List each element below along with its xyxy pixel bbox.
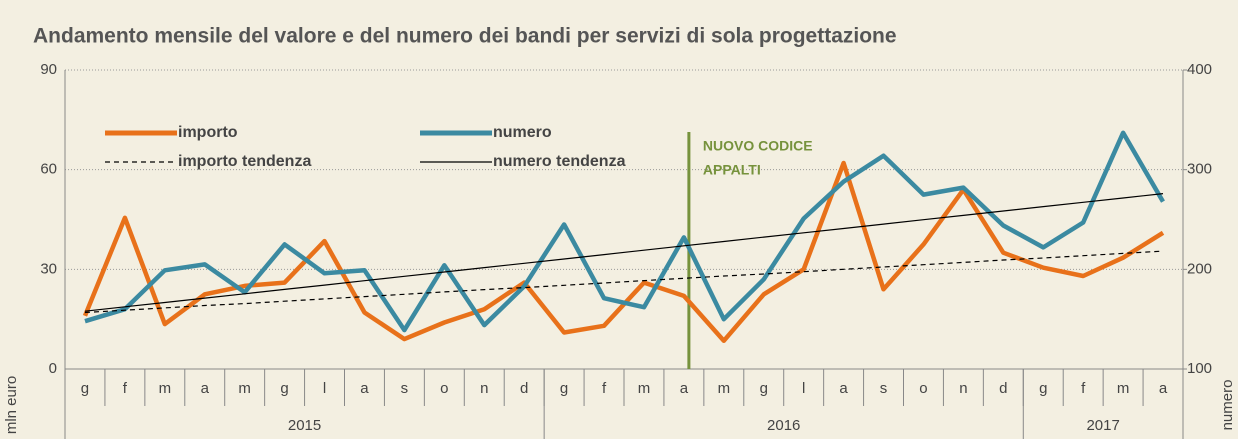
x-tick-label: o: [919, 380, 927, 397]
x-tick-label: m: [1117, 380, 1130, 397]
x-tick-label: m: [238, 380, 251, 397]
x-tick-label: m: [159, 380, 172, 397]
x-tick-label: a: [1159, 380, 1168, 397]
x-tick-label: f: [602, 380, 607, 397]
x-tick-label: a: [360, 380, 369, 397]
x-tick-label: a: [680, 380, 689, 397]
x-tick-label: o: [440, 380, 448, 397]
x-tick-label: l: [323, 380, 326, 397]
legend-label: numero tendenza: [493, 153, 626, 170]
x-tick-label: g: [280, 380, 288, 397]
group-label: 2017: [1086, 417, 1119, 434]
x-tick-label: n: [480, 380, 488, 397]
x-tick-label: f: [123, 380, 128, 397]
legend-label: importo tendenza: [178, 153, 311, 170]
legend-label: importo: [178, 124, 238, 141]
series-line: [84, 193, 1164, 312]
legend-label: numero: [493, 124, 552, 141]
y-axis-label: mln euro: [3, 376, 20, 434]
y-tick-label: 0: [49, 360, 57, 377]
x-tick-label: d: [999, 380, 1007, 397]
x-tick-label: g: [81, 380, 89, 397]
y2-tick-label: 200: [1187, 260, 1212, 277]
group-label: 2015: [288, 417, 321, 434]
x-tick-label: m: [718, 380, 731, 397]
group-label: 2016: [767, 417, 800, 434]
x-tick-label: l: [802, 380, 805, 397]
chart-title: Andamento mensile del valore e del numer…: [33, 25, 897, 48]
annotation-text: NUOVO CODICE: [703, 138, 813, 154]
x-tick-label: m: [638, 380, 651, 397]
x-tick-label: g: [760, 380, 768, 397]
x-tick-label: d: [520, 380, 528, 397]
x-tick-label: g: [1039, 380, 1047, 397]
x-tick-label: g: [560, 380, 568, 397]
x-tick-label: a: [201, 380, 210, 397]
y2-tick-label: 100: [1187, 360, 1212, 377]
x-tick-label: n: [959, 380, 967, 397]
y2-tick-label: 400: [1187, 61, 1212, 78]
x-tick-label: a: [839, 380, 848, 397]
annotation-text: APPALTI: [703, 162, 761, 178]
y-tick-label: 30: [40, 260, 57, 277]
y2-tick-label: 300: [1187, 161, 1212, 178]
y2-axis-label: numero: [1219, 380, 1236, 431]
x-tick-label: s: [401, 380, 409, 397]
series-line: [84, 130, 1165, 333]
y-tick-label: 90: [40, 61, 57, 78]
x-tick-label: s: [880, 380, 888, 397]
x-tick-label: f: [1081, 380, 1086, 397]
y-tick-label: 60: [40, 161, 57, 178]
